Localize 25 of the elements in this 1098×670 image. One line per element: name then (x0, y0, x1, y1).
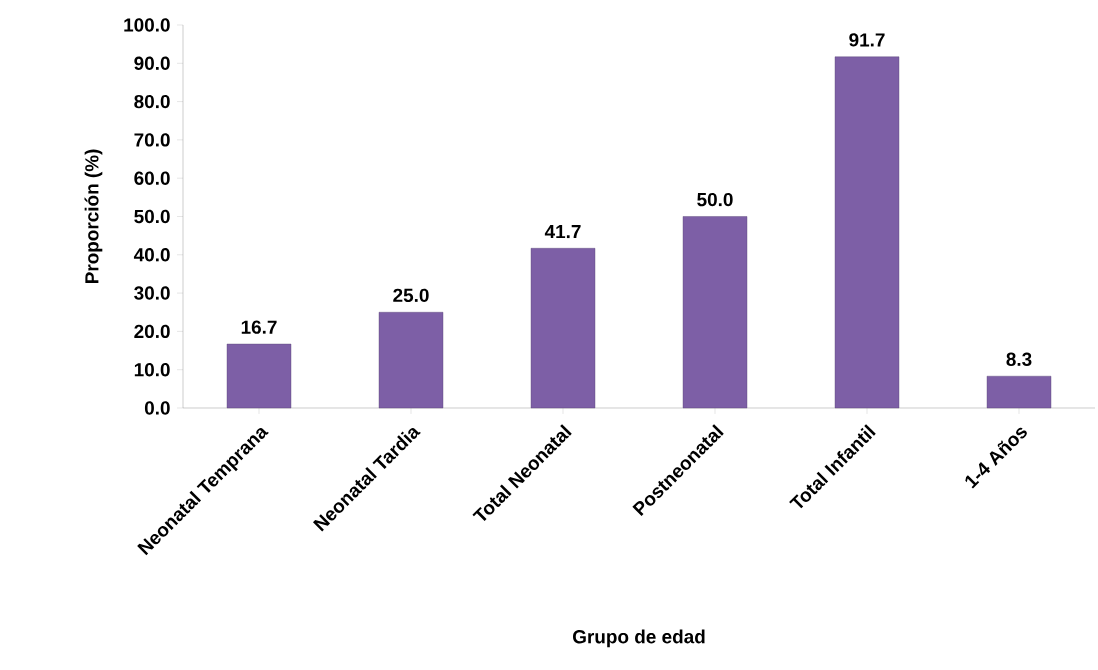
y-tick-label: 50.0 (134, 209, 170, 224)
y-tick-label: 80.0 (134, 94, 170, 109)
bar (682, 216, 748, 409)
y-axis-title: Proporción (%) (84, 149, 103, 284)
bar (378, 312, 444, 409)
data-label: 16.7 (241, 320, 277, 334)
y-tick-label: 10.0 (134, 362, 170, 377)
y-tick-label: 30.0 (134, 286, 170, 300)
y-tick-label: 20.0 (134, 324, 170, 339)
data-label: 25.0 (393, 288, 429, 303)
bar (530, 248, 596, 409)
data-label: 8.3 (1006, 352, 1032, 366)
bar (226, 343, 292, 409)
data-label: 91.7 (849, 33, 885, 47)
data-label: 50.0 (697, 192, 733, 207)
y-tick-label: 0.0 (144, 401, 170, 415)
x-axis-title: Grupo de edad (573, 629, 705, 648)
y-tick-label: 100.0 (124, 18, 170, 32)
y-tick-label: 40.0 (133, 248, 170, 262)
y-tick-label: 90.0 (134, 56, 170, 70)
y-tick-label: 60.0 (134, 171, 170, 185)
y-tick-label: 70.0 (134, 133, 170, 147)
bar (834, 56, 900, 409)
bar (986, 376, 1052, 409)
data-label: 41.7 (544, 225, 581, 239)
